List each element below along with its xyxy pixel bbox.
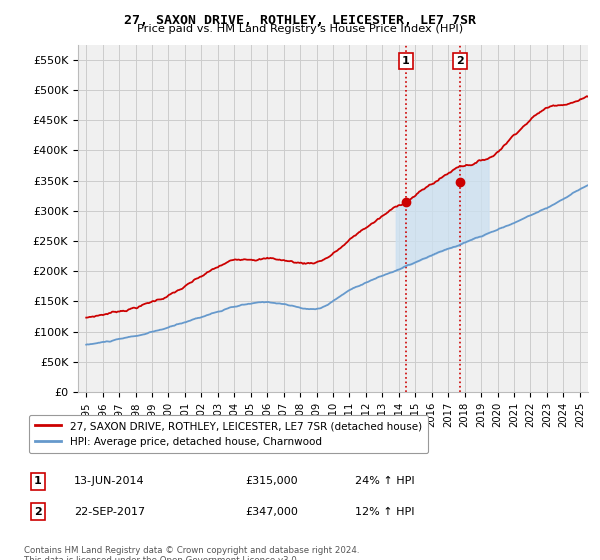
Text: 24% ↑ HPI: 24% ↑ HPI — [355, 477, 415, 487]
Text: 2: 2 — [456, 56, 464, 66]
Text: 1: 1 — [402, 56, 410, 66]
Text: £315,000: £315,000 — [245, 477, 298, 487]
Legend: 27, SAXON DRIVE, ROTHLEY, LEICESTER, LE7 7SR (detached house), HPI: Average pric: 27, SAXON DRIVE, ROTHLEY, LEICESTER, LE7… — [29, 415, 428, 453]
Text: 1: 1 — [34, 477, 41, 487]
Text: 12% ↑ HPI: 12% ↑ HPI — [355, 507, 415, 517]
Text: Contains HM Land Registry data © Crown copyright and database right 2024.
This d: Contains HM Land Registry data © Crown c… — [24, 546, 359, 560]
Text: Price paid vs. HM Land Registry's House Price Index (HPI): Price paid vs. HM Land Registry's House … — [137, 24, 463, 34]
Text: 2: 2 — [34, 507, 41, 517]
Text: 27, SAXON DRIVE, ROTHLEY, LEICESTER, LE7 7SR: 27, SAXON DRIVE, ROTHLEY, LEICESTER, LE7… — [124, 14, 476, 27]
Text: 22-SEP-2017: 22-SEP-2017 — [74, 507, 145, 517]
Text: 13-JUN-2014: 13-JUN-2014 — [74, 477, 145, 487]
Text: £347,000: £347,000 — [245, 507, 298, 517]
